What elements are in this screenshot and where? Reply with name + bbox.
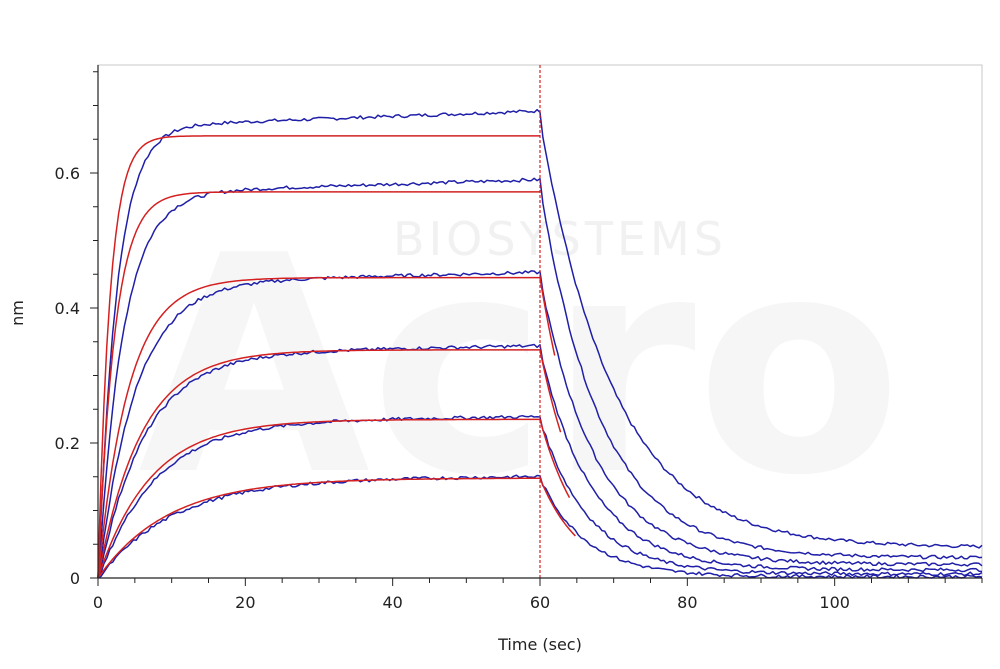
fit-curve-3 xyxy=(97,276,556,579)
watermark-text: BIOSYSTEMS xyxy=(393,212,727,266)
x-tick-label: 0 xyxy=(93,593,103,612)
fit-curve-1 xyxy=(97,135,540,579)
y-tick-label: 0 xyxy=(70,569,80,588)
x-axis-label: Time (sec) xyxy=(497,635,582,654)
measured-curve-2 xyxy=(97,177,983,579)
fit-curve-6 xyxy=(97,477,576,579)
y-axis-label: nm xyxy=(8,300,27,326)
x-tick-label: 60 xyxy=(530,593,550,612)
axes: 0 20 40 60 80 100 0 0.2 0.4 0.6 xyxy=(55,65,983,612)
x-tick-label: 20 xyxy=(235,593,255,612)
x-tick-label: 100 xyxy=(819,593,850,612)
x-tick-label: 40 xyxy=(382,593,402,612)
x-tick-label: 80 xyxy=(677,593,697,612)
y-tick-label: 0.6 xyxy=(55,164,80,183)
measured-curve-4 xyxy=(97,343,983,579)
fit-curve-2 xyxy=(97,191,540,579)
watermark-logo: Acro xyxy=(138,192,902,541)
fit-curve-4 xyxy=(97,349,562,579)
y-tick-label: 0.2 xyxy=(55,434,80,453)
y-tick-label: 0.4 xyxy=(55,299,80,318)
fit-curve-5 xyxy=(97,418,571,579)
series-layer xyxy=(97,108,983,579)
